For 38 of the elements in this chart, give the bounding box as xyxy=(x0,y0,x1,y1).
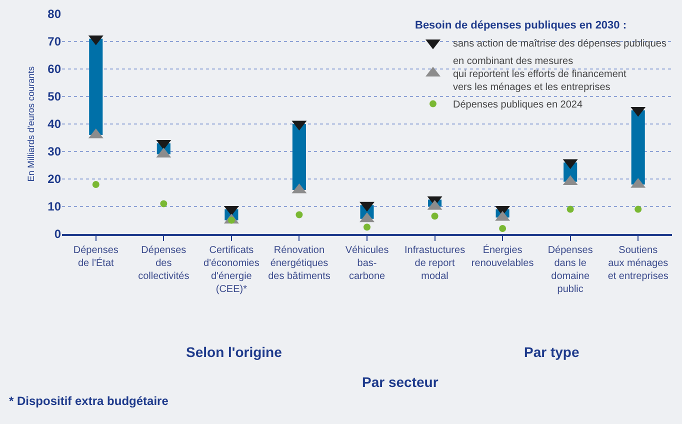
point xyxy=(431,212,438,220)
y-tick-label: 20 xyxy=(48,172,62,186)
x-tick-label: Dépenses de l'État xyxy=(73,244,118,269)
text: Par type xyxy=(524,344,580,360)
y-tick-label: 30 xyxy=(48,144,62,159)
point xyxy=(499,225,506,232)
legend-label: sans action de maîtrise des dépenses publiques xyxy=(453,38,666,50)
y-axis-title: En Milliards d'euros courants xyxy=(26,66,36,182)
text: Selon l'origine xyxy=(186,344,282,360)
point xyxy=(634,206,642,213)
y-tick-label: 80 xyxy=(48,7,62,22)
y-tick-label: 40 xyxy=(48,117,62,132)
x-tick-label: Certificats d'économies d'énergie (CEE)* xyxy=(204,244,260,295)
y-tick-label: 70 xyxy=(48,34,62,49)
legend-label: Dépenses publiques en 2024 xyxy=(453,100,583,111)
x-tick-label: Rénovation énergétiques des bâtiments xyxy=(268,244,330,282)
point xyxy=(364,224,370,231)
bar xyxy=(89,38,103,135)
point xyxy=(566,206,574,213)
x-tick-label: Infrastuctures de report modal xyxy=(404,244,466,282)
x-tick-label: Dépenses dans le domaine public xyxy=(548,244,593,295)
y-tick-label: 10 xyxy=(48,200,62,214)
x-tick-label: Énergies renouvelables xyxy=(471,244,534,269)
point xyxy=(296,211,303,218)
text: * Dispositif extra budgétaire xyxy=(9,394,169,408)
legend-title: Besoin de dépenses publiques en 2030 : xyxy=(415,19,627,32)
bar xyxy=(292,124,306,190)
legend-label: en combinant des mesures qui reportent les efforts de financement vers les ménages et les entreprises xyxy=(453,56,626,94)
point xyxy=(92,181,100,188)
y-tick-label: 0 xyxy=(54,227,62,242)
text: Par secteur xyxy=(362,374,439,390)
x-tick-label: Véhicules bas- carbone xyxy=(345,244,389,282)
point xyxy=(160,200,168,208)
y-tick-label: 50 xyxy=(48,90,62,104)
y-tick-label: 60 xyxy=(48,62,62,76)
x-tick-label: Soutiens aux ménages et entreprises xyxy=(608,244,668,282)
x-tick-label: Dépenses des collectivités xyxy=(138,244,190,282)
bar xyxy=(631,110,645,184)
